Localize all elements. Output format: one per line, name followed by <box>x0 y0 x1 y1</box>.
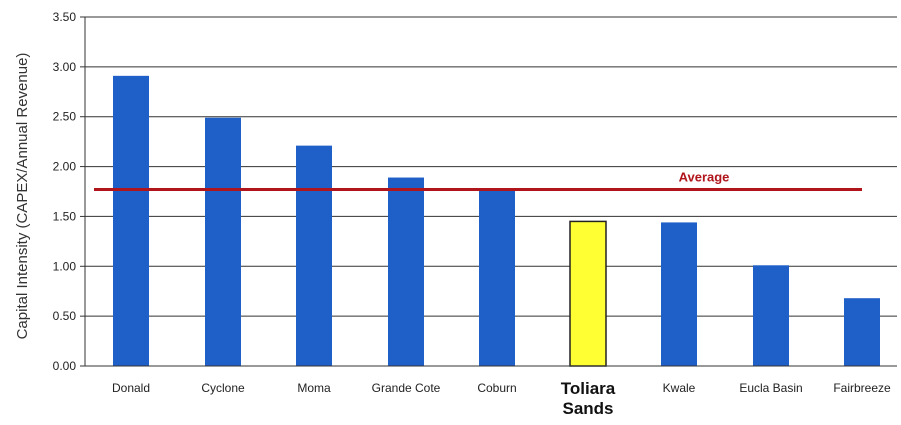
bar-kwale <box>661 222 697 366</box>
bars <box>113 75 880 367</box>
x-tick-label: Grande Cote <box>372 381 441 395</box>
axes: 0.00 0.50 1.00 1.50 2.00 2.50 3.00 3.50 Donald Cy… <box>53 10 897 418</box>
average-label: Average <box>679 170 730 185</box>
bar-cyclone <box>205 117 241 366</box>
bar-eucla-basin <box>753 265 789 366</box>
x-tick-label: Moma <box>297 381 331 395</box>
y-tick-label: 1.00 <box>53 259 77 273</box>
x-tick-label: Toliara Sands <box>561 379 616 418</box>
bar-fairbreeze <box>844 298 880 366</box>
bar-toliara-sands <box>569 220 607 367</box>
bar-moma <box>296 145 332 366</box>
y-tick-label: 3.00 <box>53 60 77 74</box>
bar-donald <box>113 75 149 367</box>
y-tick-label: 2.50 <box>53 110 77 124</box>
x-tick-label: Cyclone <box>201 381 245 395</box>
x-tick-label: Donald <box>112 381 150 395</box>
y-axis-label: Capital Intensity (CAPEX/Annual Revenue) <box>14 53 31 340</box>
x-tick-label: Fairbreeze <box>833 381 891 395</box>
y-tick-label: 3.50 <box>53 10 77 24</box>
x-tick-label: Coburn <box>477 381 516 395</box>
y-tick-label: 0.50 <box>53 309 77 323</box>
bar-coburn <box>479 188 515 366</box>
x-tick-label: Kwale <box>663 381 696 395</box>
average-line-group: Average <box>94 170 862 192</box>
y-tick-label: 2.00 <box>53 160 77 174</box>
x-tick-label: Eucla Basin <box>739 381 802 395</box>
bar-grande-cote <box>388 177 424 366</box>
y-tick-label: 0.00 <box>53 359 77 373</box>
y-tick-label: 1.50 <box>53 209 77 223</box>
